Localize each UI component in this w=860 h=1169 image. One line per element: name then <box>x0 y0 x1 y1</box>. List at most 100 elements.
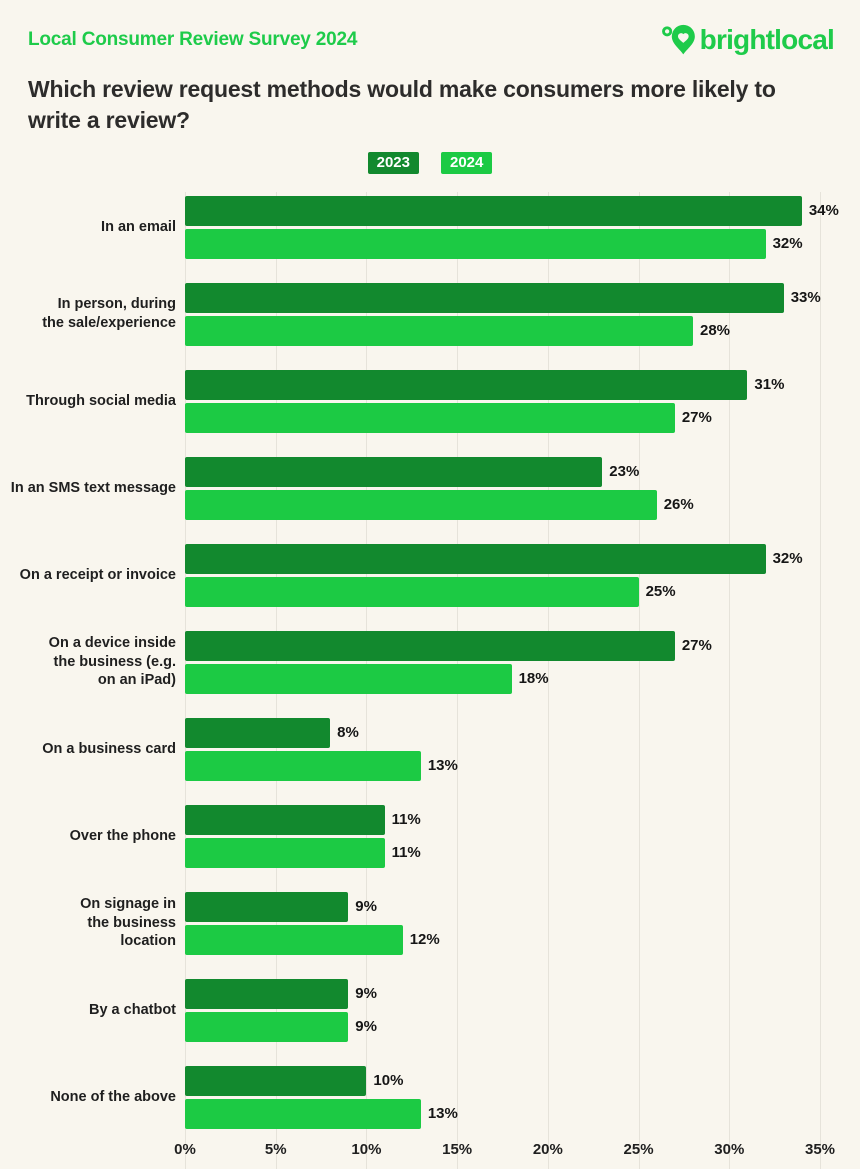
bar-group: 8% 13% <box>185 717 820 781</box>
bar-2023 <box>185 456 603 487</box>
brightlocal-pin-heart-icon <box>661 24 697 56</box>
bar-line-2024: 9% <box>185 1011 820 1042</box>
bar-line-2023: 32% <box>185 543 820 574</box>
chart-row: On a device inside the business (e.g. on… <box>0 630 860 694</box>
bar-2024 <box>185 228 766 259</box>
bar-value-2023: 9% <box>355 898 377 916</box>
chart-title: Which review request methods would make … <box>28 76 776 134</box>
bar-line-2023: 27% <box>185 630 820 661</box>
bar-line-2024: 11% <box>185 837 820 868</box>
chart-row: On a receipt or invoice 32% 25% <box>0 543 860 607</box>
bar-2023 <box>185 282 784 313</box>
bar-value-2024: 9% <box>355 1018 377 1036</box>
bar-2024 <box>185 489 657 520</box>
bar-value-2024: 13% <box>427 757 458 775</box>
chart-plot: In an email 34% 32% In person, during the s… <box>0 191 860 1169</box>
chart-row: In an email 34% 32% <box>0 195 860 259</box>
chart-rows: In an email 34% 32% In person, during the s… <box>0 195 860 1129</box>
bar-2024 <box>185 663 512 694</box>
legend: 2023 2024 <box>0 151 860 174</box>
bar-line-2024: 12% <box>185 924 820 955</box>
bar-2023 <box>185 804 385 835</box>
x-axis-tick: 0% <box>174 1140 196 1158</box>
chart-row: None of the above 10% 13% <box>0 1065 860 1129</box>
bar-2024 <box>185 837 385 868</box>
bar-line-2023: 23% <box>185 456 820 487</box>
bar-group: 23% 26% <box>185 456 820 520</box>
grid-line <box>638 191 640 1169</box>
x-axis-tick: 25% <box>623 1140 654 1158</box>
chart-row: On a business card 8% 13% <box>0 717 860 781</box>
bar-2024 <box>185 1098 421 1129</box>
bar-group: 31% 27% <box>185 369 820 433</box>
category-label: By a chatbot <box>88 1001 176 1018</box>
grid-line <box>547 191 549 1169</box>
bar-group: 33% 28% <box>185 282 821 346</box>
category-label: In person, during the sale/experience <box>42 296 176 332</box>
survey-label: Local Consumer Review Survey 2024 <box>28 29 358 50</box>
bar-2024 <box>185 576 639 607</box>
bar-group: 10% 13% <box>185 1065 820 1129</box>
bar-line-2024: 25% <box>185 576 820 607</box>
category-label: On a business card <box>42 740 176 757</box>
bar-value-2023: 10% <box>373 1072 404 1090</box>
bar-group: 9% 9% <box>185 978 820 1042</box>
bar-2023 <box>185 543 766 574</box>
bar-2024 <box>185 924 403 955</box>
bar-group: 34% 32% <box>185 195 839 259</box>
category-label: In an email <box>101 218 176 235</box>
bar-2023 <box>185 717 331 748</box>
category-label: On a receipt or invoice <box>19 566 176 583</box>
chart-row: By a chatbot 9% 9% <box>0 978 860 1042</box>
bar-line-2024: 32% <box>185 228 820 259</box>
bar-line-2023: 11% <box>185 804 820 835</box>
category-label: None of the above <box>50 1088 176 1105</box>
bar-2023 <box>185 195 802 226</box>
x-axis: 0% 5% 10% 15% 20% 25% 30% 35% <box>174 1140 835 1163</box>
bar-2023 <box>185 369 748 400</box>
bar-line-2024: 13% <box>185 750 820 781</box>
bar-value-2023: 23% <box>609 463 640 481</box>
bar-line-2023: 33% <box>185 282 821 313</box>
category-label: Over the phone <box>69 827 176 844</box>
bar-line-2023: 10% <box>185 1065 820 1096</box>
x-axis-tick: 30% <box>714 1140 745 1158</box>
bar-2024 <box>185 315 693 346</box>
bar-line-2024: 27% <box>185 402 820 433</box>
bar-value-2024: 11% <box>391 844 421 862</box>
legend-item-2023: 2023 <box>367 151 419 174</box>
brightlocal-logo: brightlocal <box>661 24 835 56</box>
category-label: On a device inside the business (e.g. on… <box>48 635 176 689</box>
bar-2024 <box>185 750 421 781</box>
legend-item-2024: 2024 <box>441 151 493 174</box>
bar-value-2023: 27% <box>681 637 712 655</box>
bar-value-2024: 12% <box>409 931 440 949</box>
header: Local Consumer Review Survey 2024 bright… <box>0 0 860 56</box>
brightlocal-logo-text: brightlocal <box>699 24 835 55</box>
chart-row: Over the phone 11% 11% <box>0 804 860 868</box>
bar-value-2024: 25% <box>645 583 676 601</box>
bar-line-2024: 18% <box>185 663 820 694</box>
grid-line <box>729 191 731 1169</box>
bar-value-2023: 34% <box>808 202 839 220</box>
bar-value-2023: 32% <box>772 550 803 568</box>
bar-value-2023: 11% <box>391 811 421 829</box>
bar-line-2023: 31% <box>185 369 820 400</box>
category-label: On signage in the business location <box>80 896 176 950</box>
bar-group: 11% 11% <box>185 804 820 868</box>
bar-group: 9% 12% <box>185 891 820 955</box>
bar-value-2023: 9% <box>355 985 377 1003</box>
chart-row: Through social media 31% 27% <box>0 369 860 433</box>
chart-row: In an SMS text message 23% 26% <box>0 456 860 520</box>
bar-2023 <box>185 630 675 661</box>
chart-row: On signage in the business location 9% 12% <box>0 891 860 955</box>
x-axis-tick: 20% <box>532 1140 563 1158</box>
bar-2024 <box>185 402 675 433</box>
bar-value-2023: 8% <box>337 724 359 742</box>
category-label: Through social media <box>26 392 176 409</box>
bar-line-2024: 26% <box>185 489 820 520</box>
bar-value-2024: 18% <box>518 670 549 688</box>
x-axis-tick: 15% <box>442 1140 473 1158</box>
bar-group: 32% 25% <box>185 543 820 607</box>
